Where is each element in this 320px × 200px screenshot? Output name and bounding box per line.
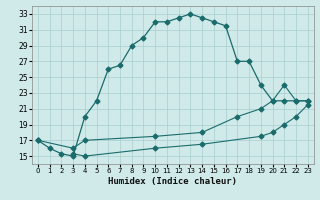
X-axis label: Humidex (Indice chaleur): Humidex (Indice chaleur) xyxy=(108,177,237,186)
